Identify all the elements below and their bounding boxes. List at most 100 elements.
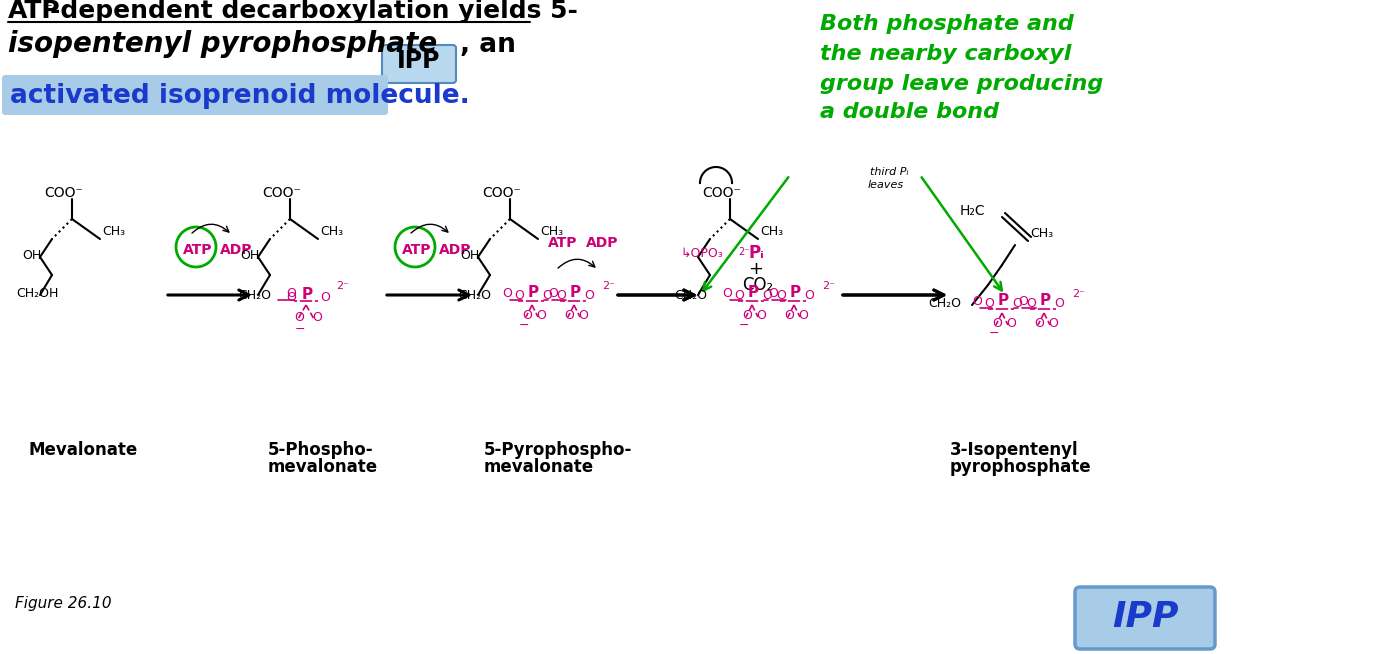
Text: O: O — [734, 289, 743, 302]
Text: O: O — [286, 287, 295, 300]
Text: the nearby carboxyl: the nearby carboxyl — [820, 44, 1071, 64]
Text: O: O — [776, 289, 785, 302]
Text: O: O — [1026, 297, 1036, 310]
Text: O: O — [804, 289, 813, 302]
Text: O: O — [722, 287, 732, 300]
FancyBboxPatch shape — [1, 75, 388, 115]
Text: O: O — [547, 287, 557, 300]
Text: CH₂OH: CH₂OH — [15, 287, 59, 300]
Text: ATP: ATP — [402, 243, 431, 257]
Text: O: O — [286, 291, 295, 304]
Text: CH₃: CH₃ — [540, 225, 563, 238]
Text: −: − — [988, 327, 1000, 340]
Text: ADP: ADP — [220, 243, 252, 257]
Text: O: O — [321, 291, 330, 304]
Text: 2⁻: 2⁻ — [822, 281, 834, 291]
Text: pyrophosphate: pyrophosphate — [951, 458, 1092, 476]
Text: O: O — [556, 289, 566, 302]
Text: O: O — [1049, 317, 1058, 330]
Text: O: O — [1012, 297, 1022, 310]
Text: ⁻: ⁻ — [43, 0, 53, 18]
Text: COO⁻: COO⁻ — [262, 186, 301, 200]
Text: O: O — [584, 289, 594, 302]
Text: O: O — [564, 309, 574, 322]
Text: 2⁻: 2⁻ — [602, 281, 615, 291]
Text: O: O — [542, 289, 552, 302]
Text: O: O — [798, 309, 808, 322]
Text: P: P — [570, 285, 581, 300]
Text: −: − — [519, 319, 529, 332]
Text: IPP: IPP — [398, 49, 441, 73]
Text: Pᵢ: Pᵢ — [748, 244, 764, 262]
Text: O: O — [756, 309, 766, 322]
Text: OH: OH — [239, 249, 259, 262]
Text: −: − — [739, 319, 749, 332]
Text: CH₂O: CH₂O — [673, 289, 707, 302]
Text: P: P — [748, 285, 759, 300]
Text: OH: OH — [461, 249, 479, 262]
Text: OH: OH — [22, 249, 41, 262]
Text: ADP: ADP — [587, 236, 619, 250]
Text: O: O — [578, 309, 588, 322]
Text: O: O — [536, 309, 546, 322]
Text: +: + — [748, 260, 763, 278]
Text: -dependent decarboxylation yields 5-: -dependent decarboxylation yields 5- — [50, 0, 578, 23]
Text: CH₂O: CH₂O — [458, 289, 491, 302]
Text: group leave producing: group leave producing — [820, 74, 1103, 94]
Text: P: P — [998, 293, 1009, 308]
Text: activated isoprenoid molecule.: activated isoprenoid molecule. — [10, 83, 470, 109]
Text: , an: , an — [461, 32, 515, 58]
Text: O: O — [312, 311, 322, 324]
Text: isopentenyl pyrophosphate: isopentenyl pyrophosphate — [8, 30, 437, 58]
Text: CH₃: CH₃ — [102, 225, 125, 238]
Text: COO⁻: COO⁻ — [701, 186, 741, 200]
Text: P: P — [302, 287, 314, 302]
Text: O: O — [762, 289, 771, 302]
FancyBboxPatch shape — [382, 45, 456, 83]
Text: third Pᵢ: third Pᵢ — [869, 167, 909, 177]
Text: leaves: leaves — [868, 180, 904, 190]
Text: CH₃: CH₃ — [760, 225, 783, 238]
Text: O: O — [294, 311, 304, 324]
Text: O: O — [522, 309, 532, 322]
Text: −: − — [295, 323, 305, 336]
Text: IPP: IPP — [1112, 600, 1179, 634]
Text: Both phosphate and: Both phosphate and — [820, 14, 1074, 34]
Text: P: P — [790, 285, 801, 300]
Text: O: O — [1007, 317, 1016, 330]
Text: CO₂: CO₂ — [742, 276, 773, 294]
Text: 5-Phospho-: 5-Phospho- — [267, 441, 374, 459]
Text: O: O — [984, 297, 994, 310]
Text: ADP: ADP — [440, 243, 472, 257]
Text: 5-Pyrophospho-: 5-Pyrophospho- — [484, 441, 633, 459]
Text: 2⁻: 2⁻ — [738, 247, 749, 257]
Text: 3-Isopentenyl: 3-Isopentenyl — [951, 441, 1078, 459]
Text: ↳OPO₃: ↳OPO₃ — [680, 247, 722, 260]
Text: 2⁻: 2⁻ — [336, 281, 349, 291]
Text: Figure 26.10: Figure 26.10 — [15, 596, 112, 611]
Text: COO⁻: COO⁻ — [43, 186, 83, 200]
Text: CH₂O: CH₂O — [928, 297, 960, 310]
Text: CH₂O: CH₂O — [238, 289, 272, 302]
Text: O: O — [1054, 297, 1064, 310]
FancyBboxPatch shape — [1075, 587, 1215, 649]
Text: Mevalonate: Mevalonate — [28, 441, 137, 459]
Text: COO⁻: COO⁻ — [482, 186, 521, 200]
Text: P: P — [528, 285, 539, 300]
Text: O: O — [1018, 295, 1028, 308]
Text: O: O — [784, 309, 794, 322]
Text: a double bond: a double bond — [820, 102, 1000, 122]
Text: ATP: ATP — [8, 0, 60, 23]
Text: CH₃: CH₃ — [321, 225, 343, 238]
Text: ATP: ATP — [547, 236, 577, 250]
Text: O: O — [742, 309, 752, 322]
Text: CH₃: CH₃ — [1030, 227, 1053, 240]
Text: O: O — [993, 317, 1002, 330]
Text: P: P — [1040, 293, 1051, 308]
Text: O: O — [769, 287, 778, 300]
Text: mevalonate: mevalonate — [267, 458, 378, 476]
Text: 2⁻: 2⁻ — [1072, 289, 1085, 299]
Text: O: O — [1035, 317, 1044, 330]
Text: mevalonate: mevalonate — [484, 458, 594, 476]
Text: O: O — [503, 287, 512, 300]
